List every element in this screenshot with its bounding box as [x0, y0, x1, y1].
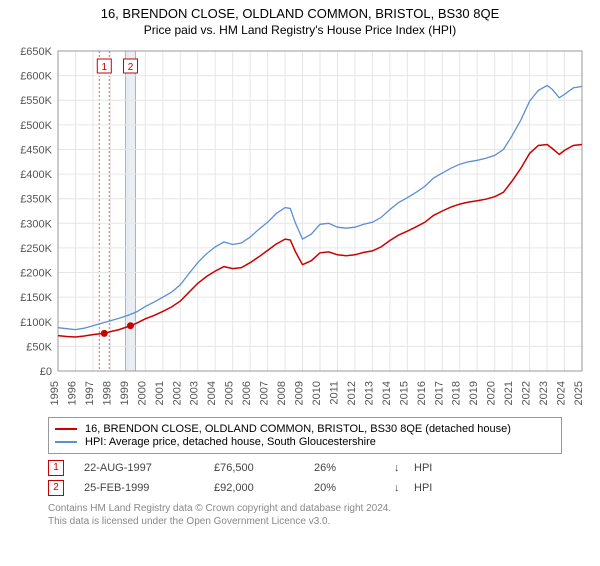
svg-text:2015: 2015	[398, 381, 410, 405]
table-row: 2 25-FEB-1999 £92,000 20% ↓ HPI	[48, 480, 562, 496]
svg-text:£200K: £200K	[20, 268, 52, 280]
svg-text:2012: 2012	[346, 381, 358, 405]
svg-text:£450K: £450K	[20, 144, 52, 156]
footer-line: This data is licensed under the Open Gov…	[48, 515, 562, 528]
legend: 16, BRENDON CLOSE, OLDLAND COMMON, BRIST…	[48, 417, 562, 454]
transaction-marker: 2	[48, 480, 64, 496]
svg-text:2024: 2024	[556, 381, 568, 405]
svg-text:2019: 2019	[468, 381, 480, 405]
svg-text:2011: 2011	[328, 381, 340, 405]
svg-text:2025: 2025	[573, 381, 585, 405]
arrow-down-icon: ↓	[394, 482, 414, 494]
svg-text:£150K: £150K	[20, 292, 52, 304]
arrow-down-icon: ↓	[394, 462, 414, 474]
chart-area: £0 £50K £100K £150K £200K £250K £300K £350K £400…	[10, 41, 590, 411]
svg-text:2001: 2001	[154, 381, 166, 405]
transaction-pct: 20%	[314, 482, 394, 494]
legend-label: 16, BRENDON CLOSE, OLDLAND COMMON, BRIST…	[85, 423, 511, 435]
svg-text:2016: 2016	[416, 381, 428, 405]
transaction-hpi: HPI	[414, 462, 454, 474]
transaction-date: 25-FEB-1999	[84, 482, 214, 494]
legend-item: 16, BRENDON CLOSE, OLDLAND COMMON, BRIST…	[55, 423, 555, 435]
transaction-marker: 1	[48, 460, 64, 476]
svg-text:2014: 2014	[381, 381, 393, 405]
transaction-pct: 26%	[314, 462, 394, 474]
table-row: 1 22-AUG-1997 £76,500 26% ↓ HPI	[48, 460, 562, 476]
svg-text:2018: 2018	[451, 381, 463, 405]
svg-text:£500K: £500K	[20, 120, 52, 132]
svg-text:1996: 1996	[66, 381, 78, 405]
svg-text:2: 2	[128, 62, 134, 73]
transaction-hpi: HPI	[414, 482, 454, 494]
svg-text:2004: 2004	[206, 381, 218, 405]
legend-label: HPI: Average price, detached house, Sout…	[85, 436, 376, 448]
footer-line: Contains HM Land Registry data © Crown c…	[48, 502, 562, 515]
svg-text:1997: 1997	[84, 381, 96, 405]
transaction-price: £76,500	[214, 462, 314, 474]
svg-text:1999: 1999	[119, 381, 131, 405]
svg-text:2010: 2010	[311, 381, 323, 405]
svg-text:2009: 2009	[294, 381, 306, 405]
chart-title: 16, BRENDON CLOSE, OLDLAND COMMON, BRIST…	[0, 6, 600, 21]
svg-text:2000: 2000	[136, 381, 148, 405]
legend-swatch	[55, 441, 77, 443]
svg-text:£400K: £400K	[20, 169, 52, 181]
transactions-table: 1 22-AUG-1997 £76,500 26% ↓ HPI 2 25-FEB…	[48, 460, 562, 496]
transaction-price: £92,000	[214, 482, 314, 494]
svg-text:£650K: £650K	[20, 46, 52, 58]
svg-text:2017: 2017	[433, 381, 445, 405]
svg-text:£250K: £250K	[20, 243, 52, 255]
svg-text:2005: 2005	[224, 381, 236, 405]
svg-text:£550K: £550K	[20, 95, 52, 107]
svg-text:2002: 2002	[171, 381, 183, 405]
svg-text:2008: 2008	[276, 381, 288, 405]
svg-text:2006: 2006	[241, 381, 253, 405]
chart-subtitle: Price paid vs. HM Land Registry's House …	[0, 23, 600, 37]
svg-text:2023: 2023	[538, 381, 550, 405]
svg-text:£100K: £100K	[20, 317, 52, 329]
transaction-date: 22-AUG-1997	[84, 462, 214, 474]
svg-text:£50K: £50K	[26, 341, 52, 353]
svg-text:2021: 2021	[503, 381, 515, 405]
svg-text:2013: 2013	[363, 381, 375, 405]
svg-text:2003: 2003	[189, 381, 201, 405]
footer: Contains HM Land Registry data © Crown c…	[48, 502, 562, 528]
container: 16, BRENDON CLOSE, OLDLAND COMMON, BRIST…	[0, 6, 600, 566]
svg-text:2020: 2020	[486, 381, 498, 405]
svg-text:£350K: £350K	[20, 194, 52, 206]
chart-svg: £0 £50K £100K £150K £200K £250K £300K £350K £400…	[10, 41, 590, 411]
svg-text:£600K: £600K	[20, 71, 52, 83]
svg-text:£300K: £300K	[20, 218, 52, 230]
svg-text:1: 1	[102, 62, 108, 73]
svg-text:1995: 1995	[49, 381, 61, 405]
svg-text:2007: 2007	[259, 381, 271, 405]
svg-text:2022: 2022	[521, 381, 533, 405]
legend-item: HPI: Average price, detached house, Sout…	[55, 436, 555, 448]
legend-swatch	[55, 428, 77, 430]
svg-text:1998: 1998	[101, 381, 113, 405]
svg-text:£0: £0	[40, 366, 52, 378]
